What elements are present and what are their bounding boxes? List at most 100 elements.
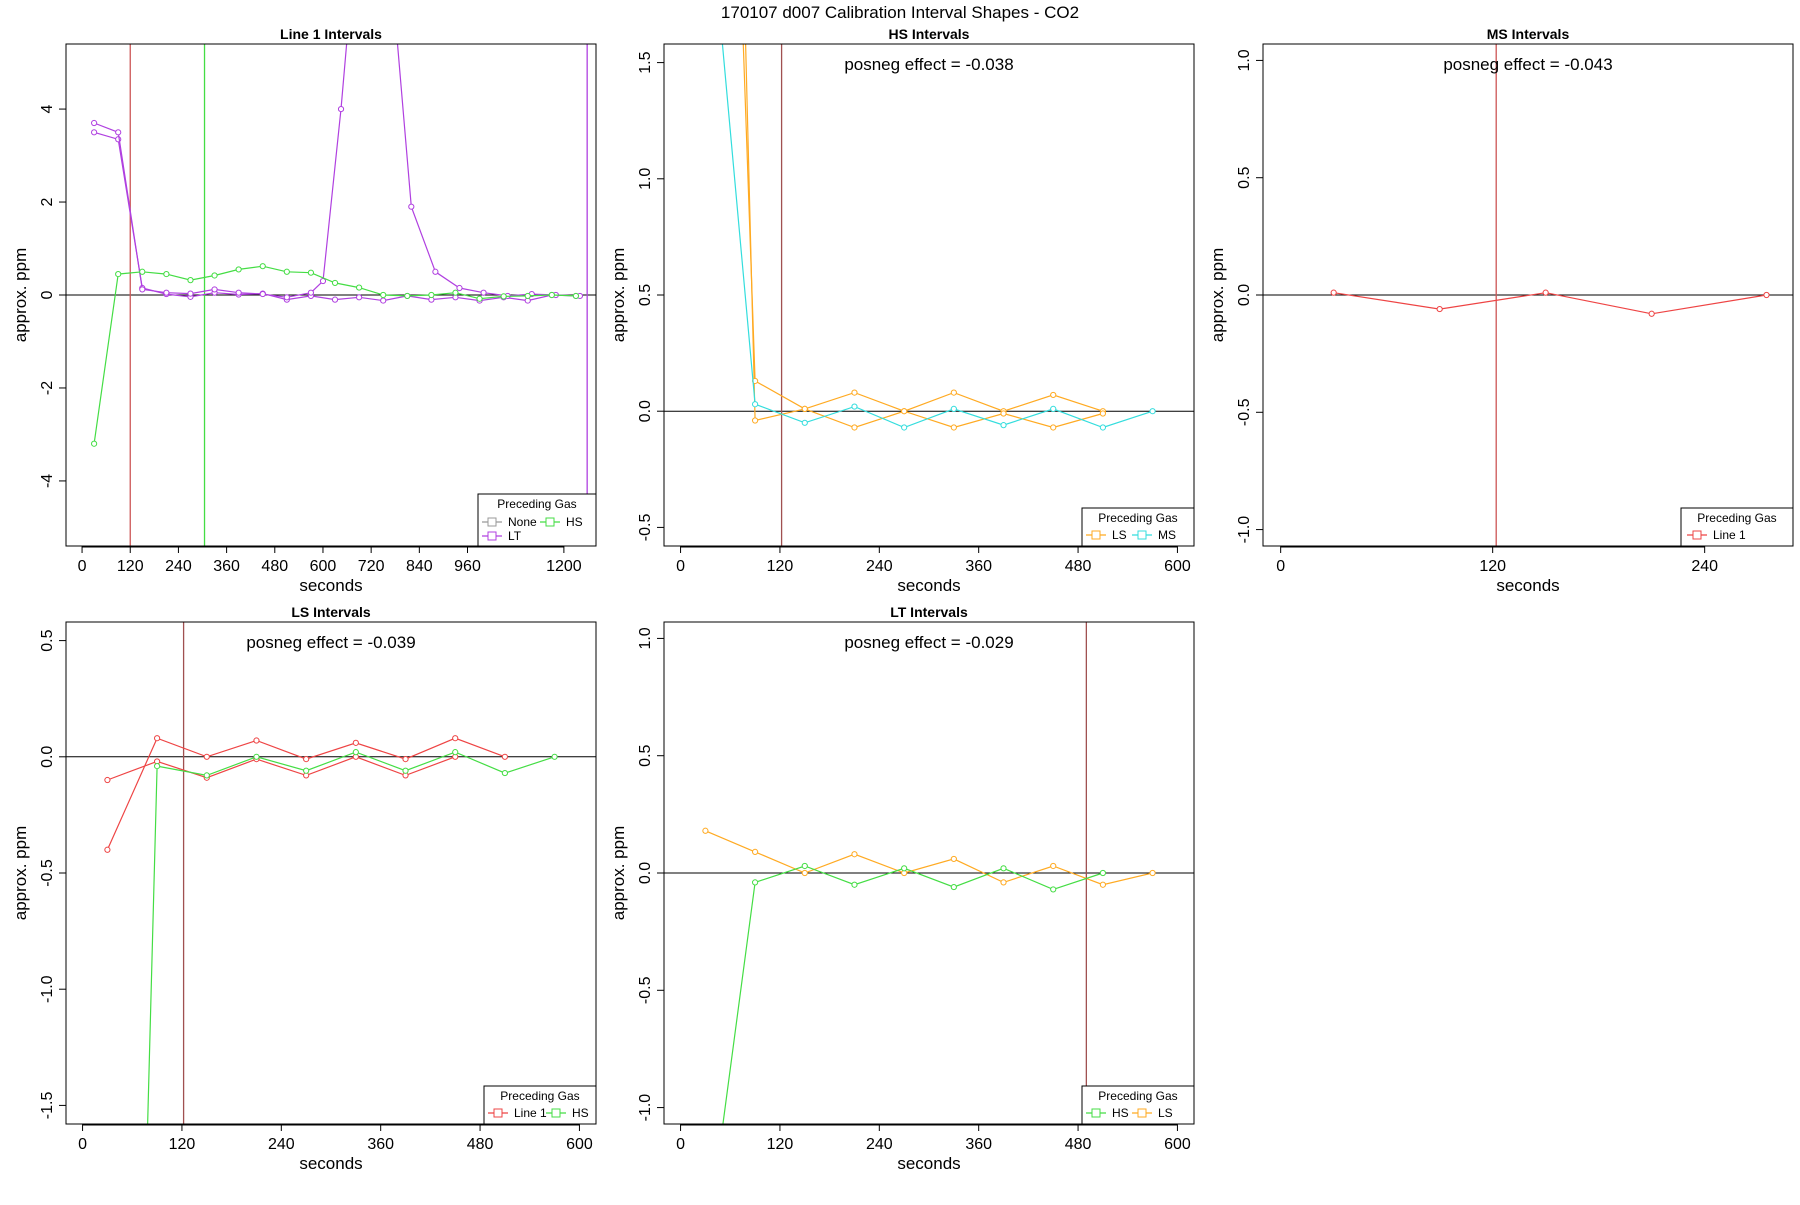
data-point [456, 284, 463, 292]
y-tick-label: -2 [39, 381, 56, 395]
plot-frame [65, 621, 597, 1125]
series-line [705, 830, 1153, 886]
x-tick-label: 240 [1691, 558, 1718, 575]
data-point [452, 735, 459, 742]
y-tick-label: 0.5 [39, 629, 56, 651]
x-axis: 0 120 240 360 480 600 seconds [676, 546, 1191, 595]
panel-title: HS Intervals [889, 26, 970, 42]
data-point [1000, 879, 1007, 886]
panel-3: MS Intervals 0 120 240 seconds -1.0 -0.5 0.0 0.5… [1208, 26, 1794, 595]
data-point [1099, 424, 1107, 431]
legend-label: LS [1158, 1106, 1173, 1120]
data-point [801, 405, 808, 412]
series-line [745, 44, 1104, 422]
y-axis: -1.5 -1.0 -0.5 0.0 0.5 approx. ppm [11, 629, 67, 1120]
x-tick-label: 480 [1065, 558, 1092, 575]
data-point [145, 1138, 150, 1143]
data-point [91, 440, 98, 447]
data-point [901, 424, 908, 431]
legend-entry: None [482, 515, 537, 529]
data-point [211, 272, 218, 279]
data-point [91, 119, 98, 127]
data-point [331, 279, 339, 287]
legend-title: Preceding Gas [1697, 511, 1776, 525]
data-point [751, 417, 759, 424]
data-point [801, 869, 808, 877]
data-point [408, 203, 415, 210]
y-tick-label: 0 [39, 290, 56, 299]
legend-label: LT [508, 529, 522, 543]
data-point [203, 772, 210, 779]
data-point [319, 277, 327, 285]
data-point [428, 291, 435, 299]
data-point [719, 1128, 724, 1133]
data-point [1149, 869, 1156, 877]
legend-box [1081, 507, 1195, 547]
data-point [104, 846, 111, 853]
data-point [253, 753, 260, 760]
series-group [91, 44, 584, 447]
x-tick-label: 0 [1276, 558, 1285, 575]
data-point [139, 268, 146, 275]
y-axis-label: approx. ppm [609, 826, 628, 921]
legend-label: HS [1112, 1106, 1129, 1120]
posneg-annotation: posneg effect = -0.038 [844, 55, 1013, 74]
x-axis-label: seconds [1496, 576, 1559, 595]
x-tick-label: 0 [78, 1136, 87, 1153]
series-line [107, 756, 456, 781]
x-tick-label: 600 [1164, 558, 1191, 575]
legend-entry: LT [482, 529, 522, 543]
data-point [452, 289, 459, 296]
legend-entry: MS [1132, 528, 1176, 542]
series-line [147, 751, 555, 1124]
data-point [235, 266, 242, 273]
legend: Preceding Gas LS MS [1081, 507, 1195, 547]
data-point [1763, 291, 1770, 299]
x-tick-label: 600 [1164, 1136, 1191, 1153]
x-tick-label: 0 [676, 1136, 685, 1153]
panel-title: LS Intervals [291, 604, 371, 620]
legend-title: Preceding Gas [1098, 1089, 1177, 1103]
data-point [432, 268, 439, 275]
y-tick-label: 4 [39, 105, 56, 114]
y-tick-label: 0.5 [637, 284, 654, 306]
legend-label: HS [566, 515, 583, 529]
x-tick-label: 120 [169, 1136, 196, 1153]
y-tick-label: 0.0 [637, 400, 654, 422]
main-title: 170107 d007 Calibration Interval Shapes … [721, 3, 1079, 22]
data-point [1149, 408, 1156, 415]
data-point [851, 424, 858, 431]
y-tick-label: -1.5 [39, 1092, 56, 1120]
legend: Preceding Gas Line 1 HS [483, 1085, 597, 1125]
series-group [1330, 289, 1770, 317]
data-point [356, 294, 363, 301]
series-line [721, 44, 1153, 429]
legend-box [483, 1085, 597, 1125]
y-tick-label: 0.0 [637, 862, 654, 884]
data-point [259, 263, 266, 270]
data-point [1099, 881, 1107, 888]
data-point [307, 269, 315, 276]
data-point [283, 294, 290, 301]
data-point [548, 291, 555, 299]
legend-swatch-marker [487, 517, 497, 527]
data-point [901, 408, 908, 415]
y-axis-label: approx. ppm [11, 826, 30, 921]
data-point [283, 268, 290, 275]
x-tick-label: 120 [767, 558, 794, 575]
data-point [104, 776, 111, 784]
x-axis: 0 120 240 360 480 600 seconds [676, 1124, 1191, 1173]
data-point [187, 290, 194, 297]
legend-swatch-marker [1091, 1108, 1101, 1118]
x-tick-label: 120 [767, 1136, 794, 1153]
legend-swatch-marker [1692, 530, 1702, 540]
x-tick-label: 120 [1479, 558, 1506, 575]
x-tick-label: 240 [866, 1136, 893, 1153]
x-tick-label: 480 [1065, 1136, 1092, 1153]
legend-swatch-marker [1091, 530, 1101, 540]
legend-title: Preceding Gas [500, 1089, 579, 1103]
data-point [751, 879, 759, 886]
y-tick-label: 2 [39, 197, 56, 206]
